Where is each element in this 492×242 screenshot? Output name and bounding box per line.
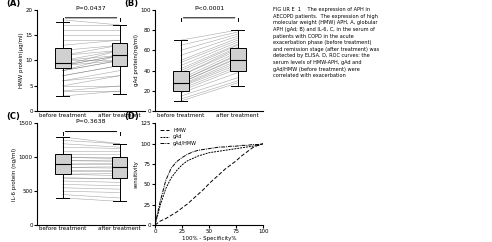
gAd/HMW [157, 199, 163, 202]
gAd/HMW [152, 224, 158, 227]
Text: (B): (B) [124, 0, 139, 8]
Legend: HMW, gAd, gAd/HMW: HMW, gAd, gAd/HMW [159, 128, 197, 146]
gAd [249, 145, 255, 148]
gAd [179, 163, 185, 166]
HMW [260, 142, 266, 145]
gAd [222, 149, 228, 152]
HMW [206, 182, 212, 185]
HMW [222, 167, 228, 170]
gAd/HMW [206, 147, 212, 150]
HMW [249, 146, 255, 149]
HMW [190, 197, 196, 200]
gAd/HMW [174, 160, 180, 163]
gAd/HMW [201, 148, 207, 151]
Text: P<0.0001: P<0.0001 [194, 6, 224, 11]
gAd [206, 151, 212, 154]
HMW [228, 163, 234, 166]
HMW [195, 193, 201, 196]
Bar [55, 48, 70, 68]
HMW [244, 151, 250, 153]
gAd/HMW [163, 179, 169, 182]
gAd/HMW [184, 153, 190, 156]
gAd/HMW [168, 167, 174, 170]
gAd [260, 142, 266, 145]
Y-axis label: IL-6 protein (ng/ml): IL-6 protein (ng/ml) [12, 148, 17, 201]
gAd [239, 146, 245, 149]
gAd [174, 169, 180, 172]
Bar [173, 71, 188, 91]
Text: (A): (A) [6, 0, 21, 8]
HMW [239, 154, 245, 157]
gAd/HMW [195, 149, 201, 152]
gAd [152, 224, 158, 227]
Text: P=0.0437: P=0.0437 [76, 6, 106, 11]
gAd [233, 147, 239, 150]
gAd [190, 157, 196, 160]
gAd [212, 151, 217, 153]
gAd/HMW [190, 151, 196, 153]
Bar [112, 43, 127, 66]
HMW [201, 188, 207, 191]
Line: HMW: HMW [155, 144, 263, 225]
gAd/HMW [255, 143, 261, 146]
gAd/HMW [239, 144, 245, 147]
gAd [201, 153, 207, 156]
HMW [174, 211, 180, 213]
HMW [168, 214, 174, 217]
gAd [184, 159, 190, 162]
gAd [244, 145, 250, 148]
Bar [112, 157, 127, 178]
gAd/HMW [233, 145, 239, 148]
gAd [157, 203, 163, 206]
HMW [217, 172, 223, 175]
Text: P=0.3638: P=0.3638 [76, 120, 106, 124]
Y-axis label: HMW protein(μg/ml): HMW protein(μg/ml) [19, 33, 24, 88]
gAd [195, 154, 201, 157]
HMW [212, 177, 217, 180]
gAd/HMW [249, 143, 255, 146]
gAd/HMW [260, 142, 266, 145]
Y-axis label: gAd protein(ng/ml): gAd protein(ng/ml) [134, 35, 139, 86]
X-axis label: 100% - Specificity%: 100% - Specificity% [182, 236, 236, 241]
Text: (D): (D) [124, 112, 139, 121]
gAd/HMW [228, 145, 234, 148]
Line: gAd: gAd [155, 144, 263, 225]
HMW [233, 159, 239, 162]
gAd [163, 187, 169, 190]
gAd [228, 148, 234, 151]
gAd [255, 144, 261, 147]
HMW [163, 217, 169, 220]
gAd/HMW [222, 145, 228, 148]
gAd [168, 176, 174, 179]
HMW [179, 206, 185, 209]
HMW [157, 219, 163, 222]
Line: gAd/HMW: gAd/HMW [155, 144, 263, 225]
Bar [55, 154, 70, 174]
gAd/HMW [217, 145, 223, 148]
Text: (C): (C) [6, 112, 21, 121]
HMW [152, 224, 158, 227]
gAd [217, 150, 223, 152]
HMW [184, 203, 190, 205]
HMW [255, 144, 261, 147]
Text: FIG UR E  1    The expression of APH in
AECOPD patients.  The expression of high: FIG UR E 1 The expression of APH in AECO… [273, 7, 379, 78]
gAd/HMW [212, 146, 217, 149]
gAd/HMW [179, 156, 185, 159]
Bar [230, 48, 246, 71]
gAd/HMW [244, 144, 250, 147]
Y-axis label: sensitivity: sensitivity [134, 160, 139, 188]
